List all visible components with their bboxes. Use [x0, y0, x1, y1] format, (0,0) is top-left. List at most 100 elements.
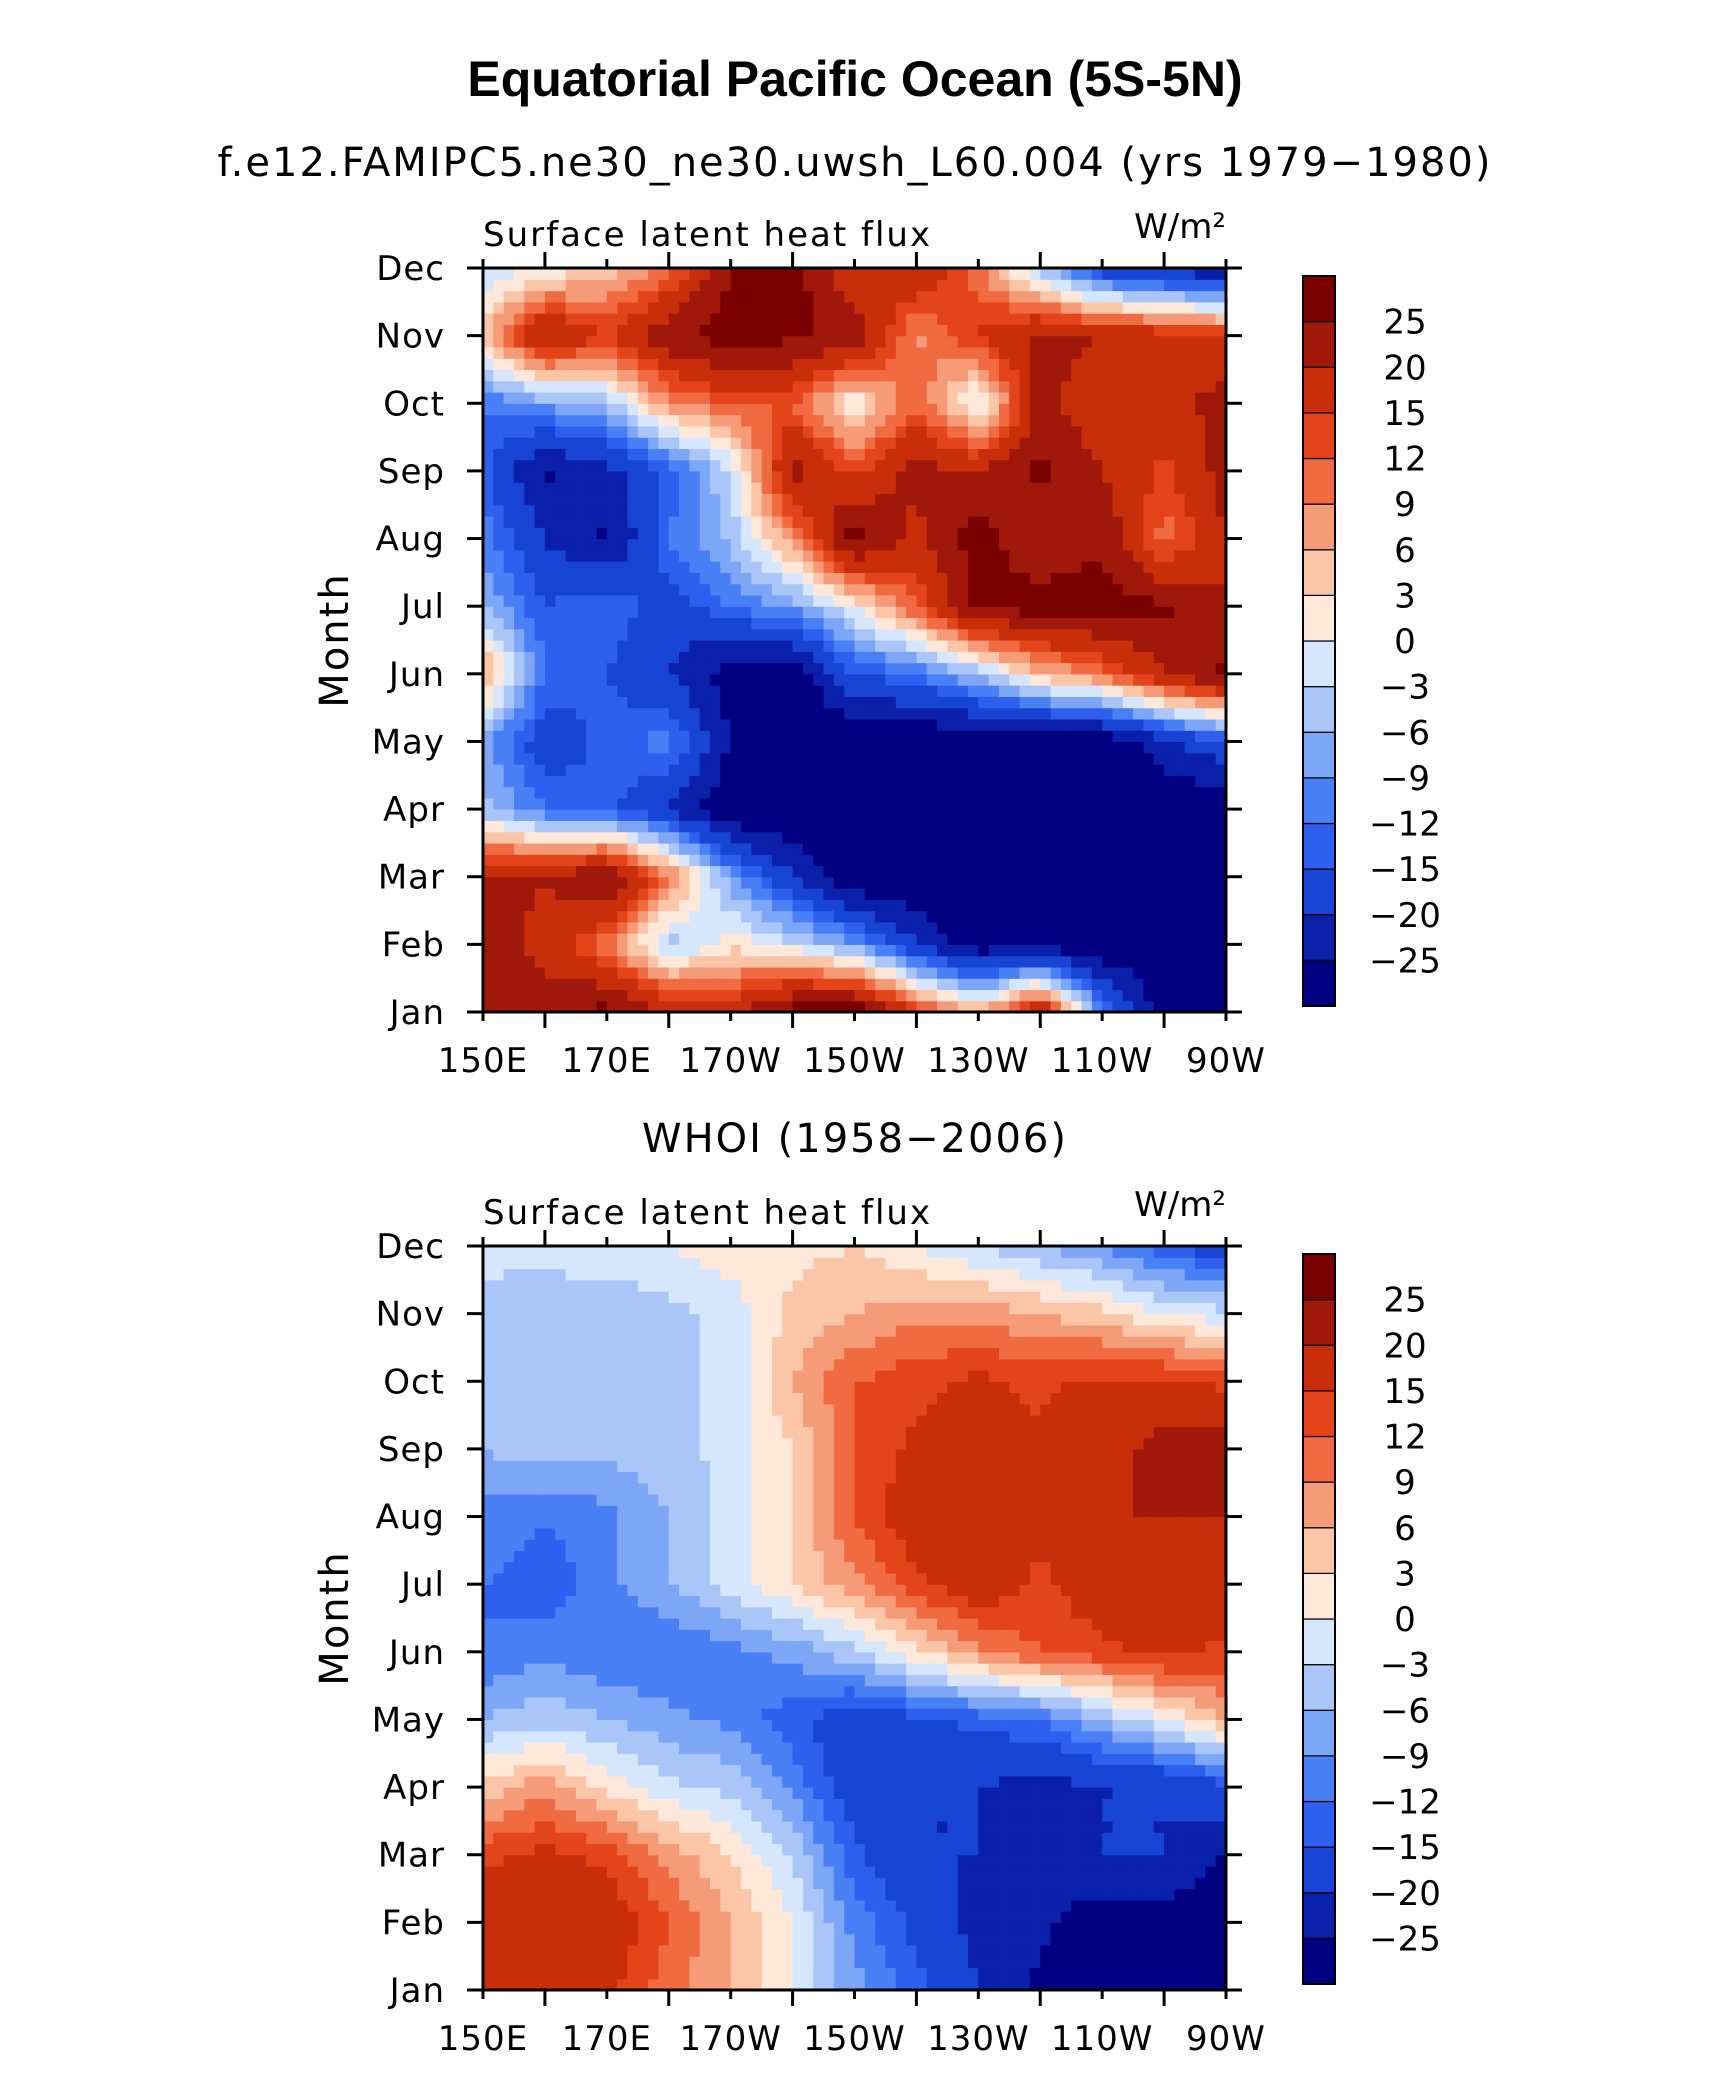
heatmap-cell: [740, 899, 752, 912]
heatmap-cell: [710, 685, 721, 697]
heatmap-cell: [802, 268, 814, 280]
heatmap-cell: [493, 718, 505, 731]
heatmap-cell: [1040, 606, 1052, 619]
heatmap-cell: [875, 899, 887, 912]
y-tick-label: Feb: [382, 925, 445, 965]
heatmap-cell: [916, 921, 928, 934]
heatmap-cell: [1081, 1000, 1093, 1012]
heatmap-cell: [586, 718, 598, 731]
heatmap-cell: [968, 414, 979, 427]
heatmap-cell: [1009, 797, 1021, 810]
heatmap-cell: [1122, 392, 1134, 404]
heatmap-cell: [586, 966, 598, 979]
heatmap-cell: [658, 955, 670, 968]
heatmap-cell: [596, 752, 608, 765]
heatmap-cell: [1143, 583, 1155, 596]
heatmap-cell: [792, 606, 804, 619]
heatmap-cell: [1040, 741, 1052, 754]
heatmap-cell: [1122, 425, 1134, 438]
heatmap-cell: [947, 955, 959, 968]
heatmap-cell: [1040, 944, 1052, 957]
heatmap-cell: [617, 290, 629, 303]
heatmap-cell: [1143, 358, 1155, 371]
heatmap-cell: [864, 414, 876, 427]
heatmap-cell: [1112, 673, 1124, 686]
heatmap-cell: [565, 899, 577, 912]
heatmap-cell: [606, 358, 618, 371]
heatmap-cell: [875, 549, 887, 562]
heatmap-cell: [782, 425, 794, 438]
heatmap-cell: [658, 854, 670, 867]
heatmap-cell: [885, 944, 897, 957]
heatmap-cell: [534, 437, 546, 449]
heatmap-cell: [875, 1000, 887, 1012]
heatmap-cell: [1102, 617, 1114, 630]
heatmap-cell: [740, 786, 752, 799]
heatmap-cell: [854, 358, 866, 371]
heatmap-cell: [1215, 290, 1226, 303]
heatmap-cell: [813, 933, 825, 945]
heatmap-cell: [503, 572, 515, 585]
heatmap-cell: [1040, 921, 1052, 934]
heatmap-cell: [844, 628, 856, 641]
heatmap-cell: [513, 493, 525, 506]
heatmap-cell: [565, 673, 577, 686]
heatmap-cell: [926, 899, 938, 912]
heatmap-cell: [937, 764, 948, 776]
heatmap-cell: [555, 279, 567, 292]
heatmap-cell: [503, 1967, 515, 1980]
heatmap-cell: [627, 651, 639, 664]
heatmap-cell: [627, 888, 639, 900]
heatmap-cell: [617, 324, 629, 337]
heatmap-cell: [1091, 899, 1103, 912]
colorbar-swatch: [1302, 503, 1336, 551]
heatmap-cell: [575, 1967, 587, 1980]
heatmap-cell: [689, 448, 701, 461]
heatmap-cell: [1184, 335, 1196, 348]
heatmap-cell: [503, 414, 515, 427]
heatmap-cell: [534, 966, 546, 979]
heatmap-cell: [648, 403, 660, 416]
heatmap-cell: [1091, 313, 1103, 325]
heatmap-cell: [679, 741, 690, 754]
colorbar-swatch: [1302, 686, 1336, 733]
heatmap-cell: [513, 437, 525, 449]
heatmap-cell: [771, 696, 783, 709]
heatmap-cell: [916, 797, 928, 810]
heatmap-cell: [1071, 662, 1083, 675]
heatmap-cell: [802, 662, 814, 675]
heatmap-cell: [689, 764, 701, 776]
heatmap-cell: [916, 301, 928, 314]
heatmap-cell: [637, 944, 649, 957]
heatmap-cell: [740, 910, 752, 923]
heatmap-cell: [968, 527, 979, 540]
heatmap-cell: [1081, 279, 1093, 292]
heatmap-cell: [802, 944, 814, 957]
heatmap-cell: [524, 752, 536, 765]
heatmap-cell: [916, 606, 928, 619]
heatmap-cell: [720, 1967, 732, 1980]
heatmap-cell: [1195, 741, 1206, 754]
heatmap-cell: [957, 504, 969, 517]
heatmap-cell: [627, 268, 639, 280]
heatmap-cell: [957, 414, 969, 427]
heatmap-cell: [1143, 786, 1155, 799]
heatmap-cell: [926, 617, 938, 630]
heatmap-cell: [1205, 921, 1217, 934]
heatmap-cell: [916, 820, 928, 833]
heatmap-cell: [596, 425, 608, 438]
heatmap-cell: [1009, 369, 1021, 382]
heatmap-cell: [534, 583, 546, 596]
heatmap-cell: [668, 966, 680, 979]
heatmap-cell: [998, 606, 1010, 619]
heatmap-cell: [854, 437, 866, 449]
heatmap-cell: [740, 842, 752, 855]
heatmap-cell: [740, 640, 752, 652]
heatmap-cell: [998, 989, 1010, 1002]
heatmap-cell: [968, 696, 979, 709]
heatmap-cell: [957, 279, 969, 292]
heatmap-cell: [1164, 831, 1175, 844]
heatmap-cell: [1133, 380, 1145, 393]
heatmap-cell: [761, 583, 773, 596]
heatmap-cell: [1184, 470, 1196, 483]
